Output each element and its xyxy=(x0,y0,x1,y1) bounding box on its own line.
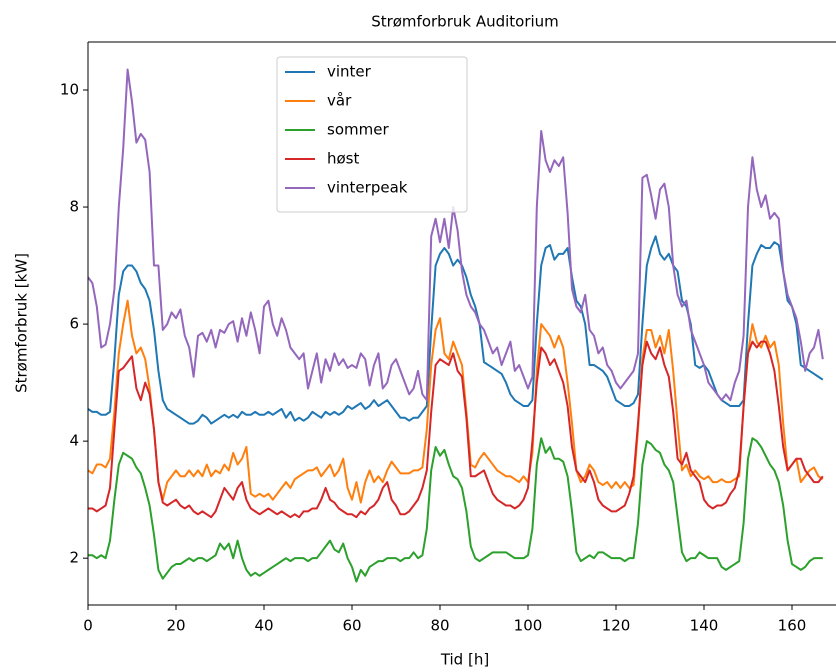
legend-label: vinter xyxy=(327,63,372,81)
x-tick-label: 160 xyxy=(778,617,807,635)
series-line xyxy=(88,299,824,504)
plot-lines xyxy=(88,68,824,583)
legend-label: vår xyxy=(327,92,352,110)
series-line xyxy=(88,437,823,583)
y-tick-label: 4 xyxy=(69,432,79,450)
series-line xyxy=(88,68,824,402)
y-tick-label: 8 xyxy=(69,198,79,216)
legend-label: høst xyxy=(327,150,359,168)
x-tick-label: 40 xyxy=(254,617,273,635)
series-line xyxy=(88,340,824,519)
x-tick-label: 120 xyxy=(602,617,631,635)
x-tick-label: 80 xyxy=(430,617,449,635)
y-tick-label: 10 xyxy=(60,80,79,98)
legend-label: sommer xyxy=(327,121,389,139)
chart-title: Strømforbruk Auditorium xyxy=(371,13,559,31)
y-axis-label: Strømforbruk [kW] xyxy=(13,253,31,393)
x-tick-label: 0 xyxy=(83,617,93,635)
y-tick-label: 6 xyxy=(69,315,79,333)
x-tick-label: 20 xyxy=(166,617,185,635)
x-axis-label: Tid [h] xyxy=(440,651,489,669)
legend: vinter vår sommer høst vinterpeak xyxy=(276,56,468,213)
x-tick-label: 60 xyxy=(342,617,361,635)
legend-box xyxy=(276,56,468,213)
y-tick-label: 2 xyxy=(69,549,79,567)
legend-label: vinterpeak xyxy=(327,179,408,197)
series-line xyxy=(88,235,824,425)
x-tick-label: 140 xyxy=(690,617,719,635)
x-tick-label: 100 xyxy=(514,617,543,635)
axes: 0 20 40 60 80 100 120 140 160 2 4 6 8 10 xyxy=(60,41,836,635)
